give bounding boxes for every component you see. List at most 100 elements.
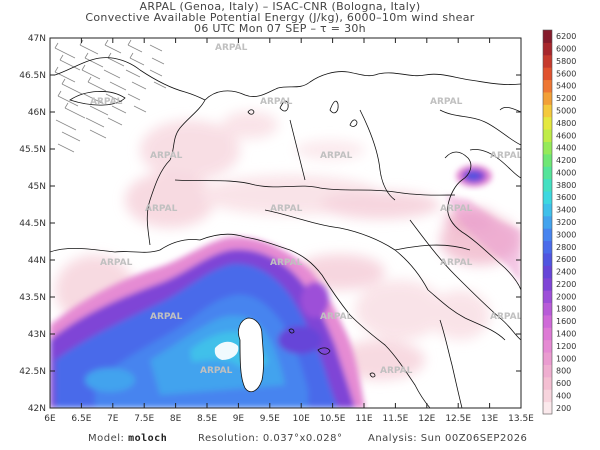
colorbar-label: 4800 [556, 119, 576, 128]
colorbar-label: 3200 [556, 218, 576, 227]
longitude-label: 7.5E [134, 414, 154, 424]
cape-hotspot-northeast [456, 165, 492, 187]
colorbar-label: 4400 [556, 144, 576, 153]
longitude-label: 9.5E [260, 414, 280, 424]
colorbar-label: 1600 [556, 317, 576, 326]
watermark-text: ARPAL [200, 366, 233, 376]
colorbar: 200 400 600 800 1000 1200 1400 1600 1800 2000 2200… [542, 29, 576, 415]
colorbar-swatch [543, 302, 552, 316]
latitude-label: 46.5N [19, 71, 46, 81]
longitude-label: 10E [293, 414, 310, 424]
colorbar-swatch [543, 129, 552, 142]
watermark-text: ARPAL [320, 151, 353, 161]
watermark-text: ARPAL [145, 204, 178, 214]
longitude-label: 13.5E [508, 414, 534, 424]
colorbar-swatch [543, 401, 552, 415]
wind-shear-barbs [54, 39, 167, 153]
colorbar-label: 4600 [556, 131, 576, 140]
longitude-label: 7E [107, 414, 119, 424]
colorbar-label: 400 [556, 391, 571, 400]
cape-high-region [50, 236, 365, 408]
footer-resolution: Resolution: 0.037°x0.028° [198, 433, 343, 444]
watermark-layer: ARPAL ARPAL ARPAL ARPAL ARPAL ARPAL ARPA… [90, 43, 523, 376]
colorbar-label: 2000 [556, 292, 576, 301]
latitude-label: 43.5N [19, 293, 46, 303]
watermark-text: ARPAL [150, 312, 183, 322]
adriatic-cape-band [445, 195, 521, 285]
longitude-label: 10.5E [320, 414, 346, 424]
colorbar-label: 5800 [556, 57, 576, 66]
longitude-label: 8E [170, 414, 182, 424]
longitude-label: 6.5E [71, 414, 91, 424]
colorbar-swatch [543, 215, 552, 229]
watermark-text: ARPAL [100, 258, 133, 268]
colorbar-label: 3000 [556, 230, 576, 239]
colorbar-swatch [543, 240, 552, 254]
watermark-text: ARPAL [270, 204, 303, 214]
colorbar-label: 4000 [556, 168, 576, 177]
colorbar-label: 800 [556, 367, 571, 376]
map-field: ARPAL ARPAL ARPAL ARPAL ARPAL ARPAL ARPA… [50, 38, 523, 408]
footer-analysis: Analysis: Sun 00Z06SEP2026 [368, 433, 527, 444]
longitude-label: 11E [355, 414, 372, 424]
longitude-label: 8.5E [197, 414, 217, 424]
watermark-text: ARPAL [90, 97, 123, 107]
longitude-label: 12.5E [445, 414, 471, 424]
longitude-label: 6E [44, 414, 56, 424]
watermark-text: ARPAL [270, 258, 303, 268]
colorbar-swatch [543, 339, 552, 353]
colorbar-label: 5000 [556, 107, 576, 116]
title-line-3: 06 UTC Mon 07 SEP – τ = 30h [194, 22, 366, 35]
colorbar-swatch [543, 376, 552, 390]
longitude-label: 12E [418, 414, 435, 424]
axis-ticks [49, 37, 522, 409]
latitude-label: 42.5N [19, 367, 46, 377]
watermark-text: ARPAL [490, 151, 523, 161]
latitude-label: 46N [28, 108, 46, 118]
colorbar-label: 2400 [556, 268, 576, 277]
analysis-value: Sun 00Z06SEP2026 [420, 433, 528, 444]
colorbar-label: 6200 [556, 32, 576, 41]
latitude-label: 45.5N [19, 145, 46, 155]
colorbar-label: 2800 [556, 243, 576, 252]
colorbar-swatch [543, 314, 552, 328]
longitude-labels: 6E 6.5E 7E 7.5E 8E 8.5E 9E 9.5E 10E 10.5E 11E 11.5E… [44, 414, 534, 424]
corsica-island [238, 318, 264, 392]
watermark-text: ARPAL [440, 204, 473, 214]
colorbar-swatch [543, 364, 552, 378]
latitude-label: 45N [28, 182, 46, 192]
longitude-label: 9E [233, 414, 245, 424]
watermark-text: ARPAL [380, 366, 413, 376]
colorbar-label: 3800 [556, 181, 576, 190]
colorbar-swatch [543, 277, 552, 291]
colorbar-swatch [543, 30, 552, 43]
watermark-text: ARPAL [320, 312, 353, 322]
colorbar-label: 3600 [556, 193, 576, 202]
watermark-text: ARPAL [215, 43, 248, 53]
watermark-text: ARPAL [490, 312, 523, 322]
colorbar-swatch [543, 203, 552, 217]
colorbar-swatch [543, 166, 552, 180]
watermark-text: ARPAL [430, 97, 463, 107]
colorbar-swatch [543, 91, 552, 105]
model-value: moloch [128, 433, 168, 444]
longitude-label: 13E [481, 414, 498, 424]
colorbar-swatch [543, 191, 552, 204]
colorbar-swatch [543, 228, 552, 242]
longitude-label: 11.5E [383, 414, 409, 424]
colorbar-label: 1000 [556, 354, 576, 363]
watermark-text: ARPAL [260, 97, 293, 107]
colorbar-label: 5600 [556, 69, 576, 78]
colorbar-label: 4200 [556, 156, 576, 165]
colorbar-swatch [543, 42, 552, 56]
latitude-labels: 47N 46.5N 46N 45.5N 45N 44.5N 44N 43.5N 43N 42.5N… [19, 34, 46, 414]
colorbar-swatch [543, 290, 552, 304]
model-label: Model: [88, 433, 125, 444]
colorbar-swatch [543, 153, 552, 167]
colorbar-label: 5200 [556, 94, 576, 103]
latitude-label: 42N [28, 404, 46, 414]
colorbar-label: 2600 [556, 255, 576, 264]
colorbar-swatch [543, 141, 552, 155]
colorbar-label: 1200 [556, 342, 576, 351]
